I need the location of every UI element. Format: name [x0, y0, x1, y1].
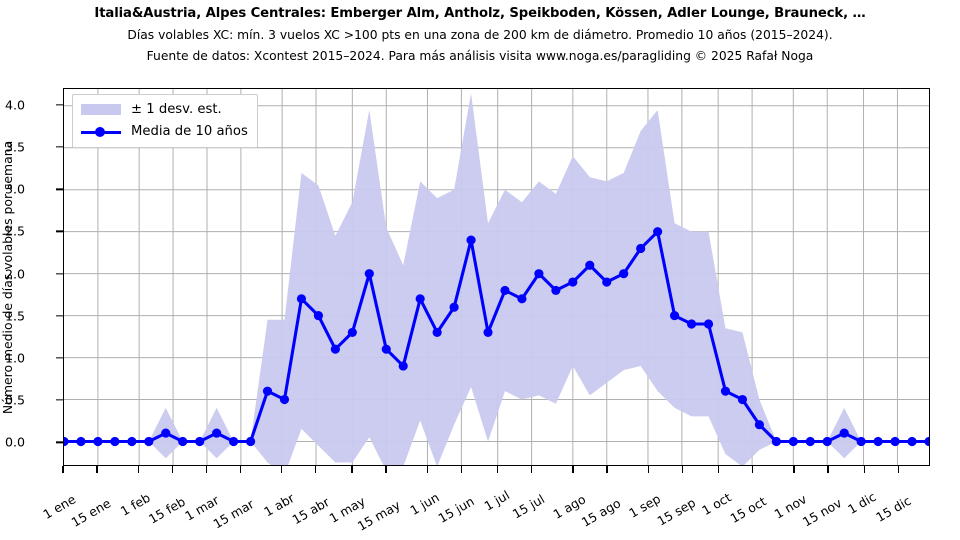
legend-line-swatch	[81, 126, 121, 137]
x-tick-mark	[96, 466, 98, 473]
y-tick-label: 0.0	[4, 434, 25, 450]
x-tick-mark	[239, 466, 241, 473]
x-tick-mark	[863, 466, 866, 473]
x-tick-mark	[62, 466, 64, 473]
x-tick-mark	[606, 466, 608, 473]
std-dev-band	[64, 93, 929, 465]
legend-item-band: ± 1 desv. est.	[81, 100, 248, 119]
subtitle-line-2: Fuente de datos: Xcontest 2015–2024. Par…	[146, 48, 814, 63]
x-tick-mark	[793, 466, 795, 473]
x-tick-label: 1 jul	[481, 487, 512, 514]
x-tick-mark	[280, 466, 283, 473]
legend-line-label: Media de 10 años	[131, 124, 248, 139]
y-tick-label: 3.0	[4, 181, 25, 197]
y-tick-mark	[56, 230, 63, 233]
plot-inner	[64, 89, 929, 465]
y-tick-mark	[56, 441, 63, 444]
legend-band-swatch	[81, 104, 121, 115]
subtitle-line-1: Días volables XC: mín. 3 vuelos XC >100 …	[127, 28, 833, 43]
x-tick-mark	[137, 466, 139, 473]
y-tick-label: 2.0	[4, 266, 25, 282]
y-tick-mark	[56, 399, 63, 401]
legend-band-label: ± 1 desv. est.	[131, 102, 222, 117]
x-tick-label: 15 oct	[727, 493, 769, 526]
x-tick-mark	[171, 466, 173, 473]
x-tick-mark	[897, 466, 900, 473]
x-tick-mark	[460, 466, 462, 473]
x-tick-mark	[572, 466, 574, 473]
x-tick-label: 15 jul	[509, 491, 547, 522]
title-block: Italia&Austria, Alpes Centrales: Emberge…	[0, 0, 960, 62]
x-tick-mark	[531, 466, 533, 473]
x-tick-label: 15 dic	[873, 492, 914, 525]
x-tick-mark	[385, 466, 387, 473]
x-tick-mark	[426, 466, 428, 473]
chart-legend: ± 1 desv. est. Media de 10 años	[72, 94, 258, 148]
y-tick-label: 1.5	[4, 308, 25, 324]
y-tick-label: 3.5	[4, 139, 25, 155]
mean-line-series	[64, 227, 929, 447]
legend-item-line: Media de 10 años	[81, 122, 248, 141]
y-tick-mark	[56, 146, 63, 148]
page-title: Italia&Austria, Alpes Centrales: Emberge…	[94, 6, 866, 21]
x-tick-mark	[681, 466, 683, 473]
plot-area	[63, 88, 930, 466]
y-tick-mark	[56, 357, 63, 359]
y-tick-label: 1.0	[4, 350, 25, 366]
x-tick-label: 15 abr	[289, 494, 332, 528]
y-tick-mark	[56, 188, 63, 190]
y-tick-label: 4.0	[4, 97, 25, 113]
x-tick-mark	[752, 466, 754, 473]
x-tick-mark	[718, 466, 720, 473]
x-tick-mark	[314, 466, 317, 473]
y-tick-mark	[56, 104, 63, 106]
x-tick-mark	[351, 466, 353, 473]
y-tick-mark	[56, 315, 63, 317]
y-tick-mark	[56, 272, 63, 275]
x-tick-mark	[647, 466, 649, 473]
x-tick-mark	[497, 466, 499, 473]
y-tick-label: 2.5	[4, 223, 25, 239]
x-tick-mark	[205, 466, 207, 473]
y-tick-label: 0.5	[4, 392, 25, 408]
x-tick-label: 15 jun	[435, 493, 478, 526]
x-tick-mark	[827, 466, 829, 473]
